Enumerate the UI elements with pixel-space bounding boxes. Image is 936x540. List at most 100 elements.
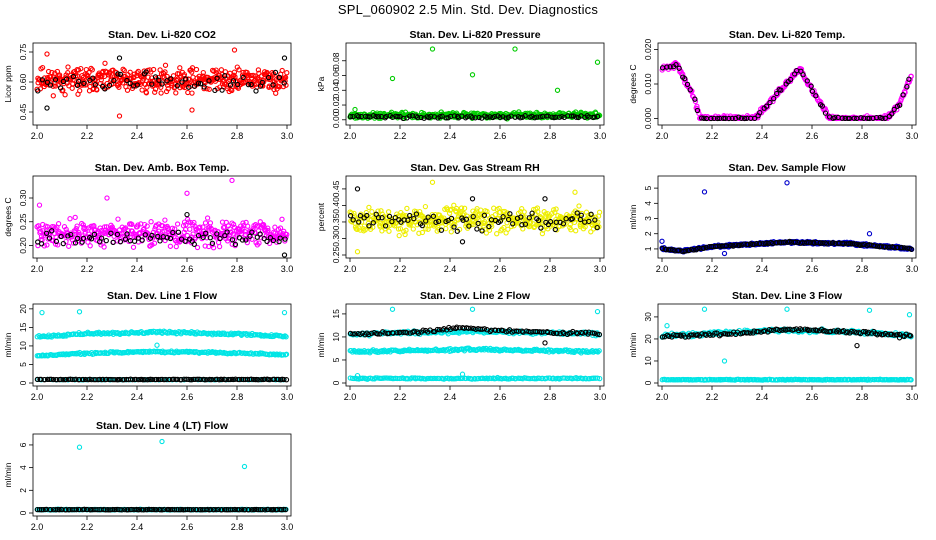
data-point bbox=[65, 64, 71, 70]
y-tick-label: 0.75 bbox=[18, 43, 28, 60]
data-point bbox=[350, 217, 356, 223]
y-axis-label: ml/min bbox=[628, 332, 638, 357]
y-tick-label: 0 bbox=[18, 380, 28, 385]
data-point bbox=[851, 241, 857, 247]
data-point bbox=[407, 113, 413, 119]
data-point bbox=[560, 221, 567, 227]
data-point bbox=[822, 110, 829, 116]
data-point bbox=[482, 219, 488, 225]
data-point bbox=[382, 223, 389, 229]
data-point bbox=[379, 215, 385, 221]
data-point bbox=[348, 210, 355, 216]
panel-title: Stan. Dev. Line 1 Flow bbox=[107, 290, 218, 302]
data-point bbox=[282, 74, 289, 81]
y-axis-label: percent bbox=[316, 202, 326, 231]
data-point bbox=[726, 115, 732, 122]
data-point bbox=[184, 216, 191, 223]
data-point bbox=[444, 206, 451, 213]
x-tick-label: 2.6 bbox=[181, 131, 194, 141]
data-point bbox=[505, 226, 511, 232]
y-tick-label: 0.010 bbox=[643, 73, 653, 95]
data-point bbox=[891, 106, 897, 113]
data-point bbox=[830, 240, 836, 246]
data-point bbox=[174, 221, 181, 227]
data-point bbox=[89, 67, 95, 73]
data-point bbox=[484, 114, 490, 120]
data-point bbox=[43, 230, 50, 236]
points bbox=[34, 47, 290, 119]
y-tick-label: 0.04 bbox=[331, 82, 341, 99]
data-point bbox=[143, 90, 150, 96]
data-point bbox=[116, 55, 123, 61]
data-point bbox=[866, 307, 873, 313]
data-point bbox=[357, 213, 364, 219]
data-point bbox=[253, 81, 259, 87]
data-point bbox=[35, 88, 41, 94]
data-point bbox=[469, 114, 475, 121]
data-point bbox=[76, 309, 83, 315]
data-point bbox=[435, 218, 442, 225]
x-tick-label: 2.2 bbox=[81, 392, 94, 402]
data-point bbox=[279, 216, 285, 222]
data-point bbox=[173, 243, 179, 250]
x-tick-label: 2.2 bbox=[394, 264, 407, 274]
plot-frame bbox=[345, 42, 605, 126]
data-point bbox=[899, 245, 905, 251]
data-point bbox=[127, 80, 133, 86]
x-tick-label: 3.0 bbox=[906, 131, 919, 141]
data-point bbox=[538, 225, 544, 231]
data-point bbox=[124, 77, 130, 84]
data-point bbox=[140, 76, 147, 82]
data-point bbox=[832, 114, 838, 121]
data-point bbox=[576, 203, 582, 209]
points bbox=[659, 180, 915, 257]
data-point bbox=[904, 84, 910, 90]
y-tick-label: 4 bbox=[643, 201, 653, 206]
data-point bbox=[459, 371, 466, 377]
data-point bbox=[162, 62, 169, 68]
data-point bbox=[80, 235, 87, 242]
data-point bbox=[384, 214, 390, 220]
x-tick-label: 2.0 bbox=[344, 131, 357, 141]
data-point bbox=[191, 83, 198, 89]
data-point bbox=[65, 233, 71, 239]
data-point bbox=[189, 90, 195, 96]
data-point bbox=[475, 220, 481, 227]
data-point bbox=[243, 237, 249, 243]
data-point bbox=[897, 102, 903, 108]
data-point bbox=[182, 238, 188, 244]
data-point bbox=[56, 72, 63, 78]
data-point bbox=[419, 229, 426, 236]
data-point bbox=[51, 224, 57, 230]
data-point bbox=[906, 312, 913, 318]
points bbox=[659, 306, 914, 383]
data-point bbox=[369, 209, 375, 215]
x-tick-label: 2.4 bbox=[131, 264, 144, 274]
data-point bbox=[168, 76, 174, 82]
data-point bbox=[714, 115, 721, 122]
data-point bbox=[149, 242, 155, 248]
data-point bbox=[594, 308, 601, 315]
data-point bbox=[778, 87, 784, 93]
data-point bbox=[592, 217, 598, 223]
data-point bbox=[139, 87, 145, 93]
y-tick-label: 1 bbox=[643, 246, 653, 251]
data-point bbox=[36, 202, 43, 208]
data-point bbox=[229, 237, 236, 243]
data-point bbox=[908, 246, 915, 252]
data-point bbox=[260, 222, 267, 228]
data-point bbox=[755, 115, 761, 121]
data-point bbox=[134, 82, 140, 88]
data-point bbox=[65, 70, 71, 76]
data-point bbox=[418, 114, 424, 121]
y-tick-label: 15 bbox=[18, 322, 28, 332]
data-point bbox=[784, 180, 790, 186]
data-point bbox=[416, 230, 422, 236]
data-point bbox=[120, 66, 126, 72]
data-point bbox=[214, 231, 220, 237]
y-tick-label: 0.08 bbox=[331, 52, 341, 69]
data-point bbox=[873, 114, 880, 121]
data-point bbox=[78, 65, 84, 72]
data-point bbox=[129, 228, 135, 234]
data-point bbox=[804, 78, 810, 84]
